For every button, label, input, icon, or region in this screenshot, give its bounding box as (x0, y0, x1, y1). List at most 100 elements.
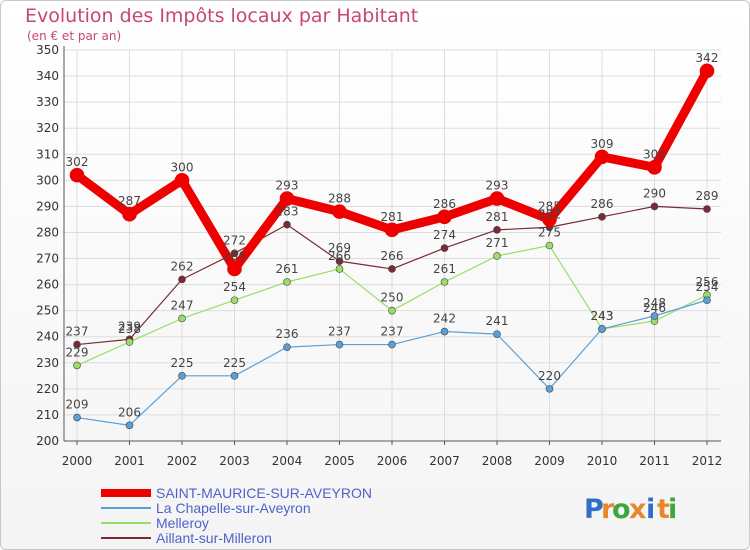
data-label: 293 (486, 179, 509, 193)
data-point (542, 212, 557, 227)
data-point (703, 296, 711, 305)
y-axis-ticks: 200 210 220 230 240 250 260 270 280 290 300 310 320 3… (36, 43, 59, 448)
data-label: 309 (591, 137, 614, 151)
data-label: 266 (328, 249, 351, 263)
x-tick-label: 2011 (639, 454, 670, 468)
data-point (493, 330, 501, 338)
data-point (493, 252, 501, 260)
y-tick-label: 220 (36, 382, 59, 396)
legend-label: La Chapelle-sur-Aveyron (156, 500, 311, 516)
y-tick-label: 270 (36, 252, 59, 266)
data-label: 281 (486, 210, 509, 224)
data-label: 246 (643, 301, 666, 315)
data-label: 290 (643, 186, 666, 200)
data-point (73, 413, 81, 422)
legend-label: SAINT-MAURICE-SUR-AVEYRON (156, 485, 372, 501)
logo-letter: i (646, 494, 655, 525)
data-point (283, 278, 291, 286)
data-label: 225 (223, 356, 246, 370)
data-point (69, 167, 85, 183)
data-point (178, 275, 186, 284)
data-point (440, 244, 449, 252)
y-tick-label: 310 (36, 147, 59, 161)
y-tick-label: 350 (36, 43, 59, 57)
logo-letter: x (629, 494, 646, 525)
data-label: 289 (696, 189, 719, 203)
data-point (384, 222, 400, 238)
x-tick-label: 2007 (429, 454, 460, 468)
data-label: 237 (381, 325, 404, 339)
data-label: 286 (591, 197, 614, 211)
y-tick-label: 340 (36, 69, 59, 83)
data-point (388, 306, 396, 315)
data-point (489, 191, 505, 206)
data-label: 229 (66, 345, 89, 359)
data-label: 209 (66, 398, 89, 412)
x-tick-label: 2002 (167, 454, 198, 468)
data-point (283, 343, 291, 351)
data-label: 302 (66, 155, 89, 169)
data-point (73, 340, 81, 349)
logo-letter: o (612, 494, 631, 525)
data-label: 237 (328, 325, 351, 339)
data-point (335, 340, 344, 349)
data-label: 237 (66, 325, 89, 339)
data-point (440, 327, 449, 336)
y-tick-label: 330 (36, 95, 59, 109)
axes (63, 46, 721, 445)
data-label: 300 (171, 160, 194, 174)
data-label: 225 (171, 356, 194, 370)
data-label: 238 (118, 322, 141, 336)
x-tick-label: 2010 (587, 454, 618, 468)
data-label: 261 (433, 262, 456, 276)
data-point (388, 265, 396, 273)
data-point (279, 191, 295, 206)
y-tick-label: 210 (36, 408, 59, 422)
data-point (174, 173, 190, 188)
data-label: 305 (643, 147, 666, 161)
x-tick-label: 2009 (534, 454, 565, 468)
legend-label: Aillant-sur-Milleron (156, 530, 272, 546)
data-label: 293 (276, 179, 299, 193)
x-tick-label: 2001 (114, 454, 145, 468)
data-point (283, 220, 291, 229)
y-tick-label: 230 (36, 356, 59, 370)
data-label: 236 (276, 327, 299, 341)
data-point (332, 204, 347, 219)
data-labels: 302 287 300 266 293 288 281 286 293 285 309 305 342 2… (66, 51, 719, 420)
data-label: 271 (486, 236, 509, 250)
data-label: 250 (381, 291, 404, 305)
data-label: 242 (433, 312, 456, 326)
y-tick-label: 290 (36, 199, 59, 213)
y-tick-label: 240 (36, 330, 59, 344)
data-point (125, 338, 134, 346)
data-point (125, 421, 134, 430)
series-lines (69, 63, 715, 430)
data-point (230, 249, 239, 258)
data-point (650, 202, 659, 211)
data-label: 266 (223, 249, 246, 263)
data-label: 275 (538, 226, 561, 240)
data-point (388, 340, 396, 349)
data-point (598, 325, 606, 333)
x-tick-label: 2000 (62, 454, 93, 468)
data-point (703, 205, 711, 213)
data-label: 243 (591, 309, 614, 323)
data-label: 256 (696, 275, 719, 289)
data-label: 269 (328, 241, 351, 255)
data-point (598, 213, 606, 221)
y-tick-label: 260 (36, 278, 59, 292)
data-point (440, 278, 449, 286)
data-label: 282 (538, 207, 561, 221)
y-tick-label: 300 (36, 173, 59, 187)
data-point (73, 361, 81, 370)
chart-subtitle: (en € et par an) (27, 29, 122, 43)
data-point (335, 257, 344, 265)
data-point (647, 160, 662, 175)
grid-lines (64, 49, 721, 441)
data-point (545, 385, 554, 393)
data-point (335, 265, 344, 273)
